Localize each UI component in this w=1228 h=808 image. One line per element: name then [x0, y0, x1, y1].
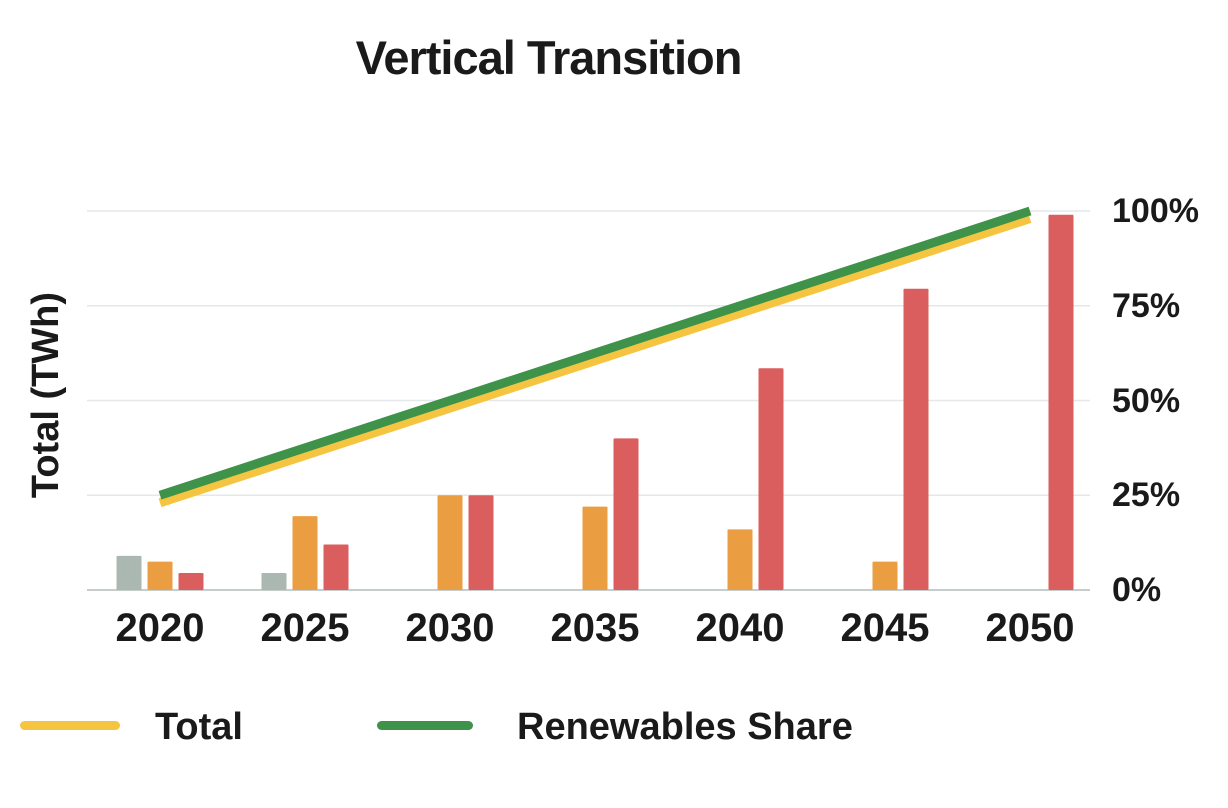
bar-2025-red — [323, 544, 349, 590]
bar-2040-orange — [727, 529, 753, 590]
bar-2045-orange — [872, 561, 898, 590]
bar-2020-gray — [116, 555, 142, 590]
bar-2040-red — [758, 368, 784, 590]
bar-2020-orange — [147, 561, 173, 590]
bar-2030-orange — [437, 495, 463, 590]
bar-2025-gray — [261, 572, 287, 590]
bar-2020-red — [178, 572, 204, 590]
bar-2025-orange — [292, 516, 318, 590]
renewables-share-line — [158, 206, 1032, 500]
bar-2035-orange — [582, 506, 608, 590]
total-line — [158, 214, 1032, 508]
bar-2030-red — [468, 495, 494, 590]
bar-2035-red — [613, 438, 639, 590]
bar-2045-red — [903, 288, 929, 590]
bar-2050-red — [1048, 214, 1074, 591]
chart-title: Vertical Transition — [355, 31, 743, 84]
